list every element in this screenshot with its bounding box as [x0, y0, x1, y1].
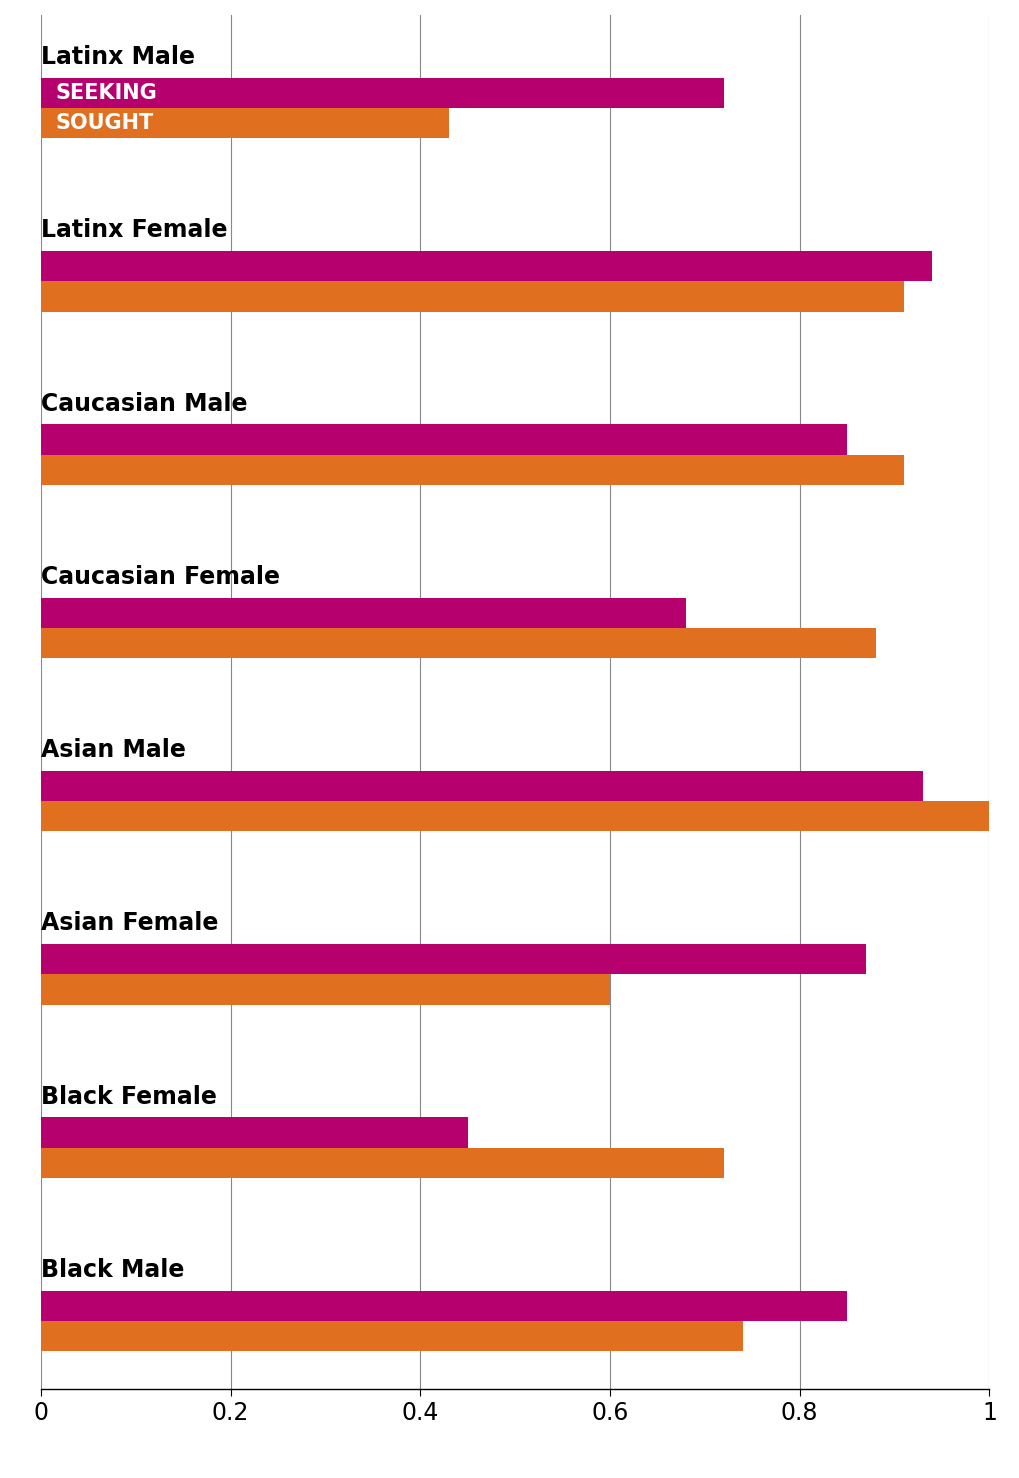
Bar — [41, 455, 903, 485]
Bar — [41, 1117, 468, 1148]
Bar — [41, 281, 903, 312]
Text: SOUGHT: SOUGHT — [55, 114, 153, 133]
Text: SEEKING: SEEKING — [55, 83, 157, 103]
Bar — [41, 78, 723, 108]
Bar — [41, 1290, 847, 1321]
Bar — [41, 1148, 723, 1178]
Text: Caucasian Female: Caucasian Female — [41, 565, 279, 588]
Text: Black Female: Black Female — [41, 1085, 216, 1108]
Bar — [41, 974, 609, 1005]
Bar — [41, 628, 874, 658]
Bar — [41, 597, 685, 628]
Bar — [41, 944, 865, 974]
Bar — [41, 1321, 742, 1351]
Text: Caucasian Male: Caucasian Male — [41, 392, 247, 415]
Bar — [41, 108, 448, 139]
Text: Latinx Female: Latinx Female — [41, 219, 227, 242]
Bar — [41, 424, 847, 455]
Bar — [41, 801, 988, 832]
Bar — [41, 772, 922, 801]
Text: Latinx Male: Latinx Male — [41, 44, 195, 69]
Text: Black Male: Black Male — [41, 1258, 184, 1281]
Bar — [41, 251, 931, 281]
Text: Asian Female: Asian Female — [41, 912, 218, 936]
Text: Asian Male: Asian Male — [41, 738, 185, 763]
